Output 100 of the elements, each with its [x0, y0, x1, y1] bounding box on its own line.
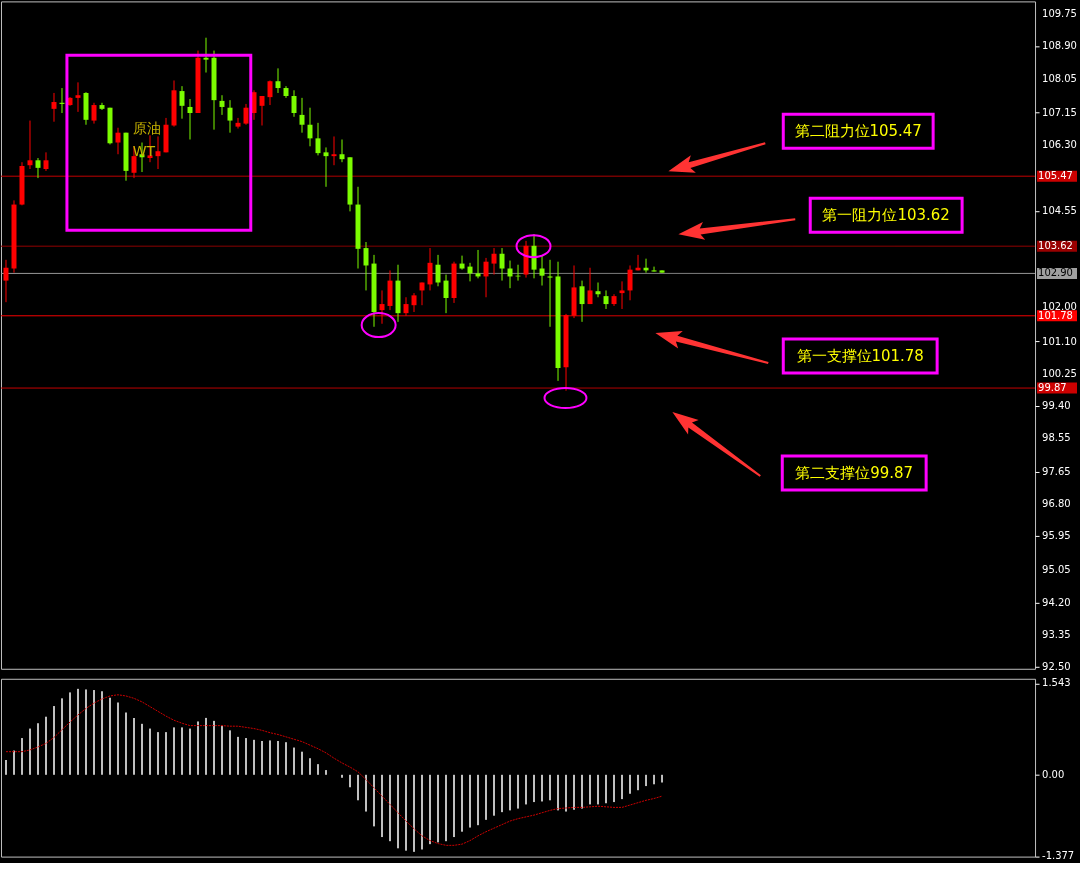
candlestick [3, 259, 9, 303]
bar [549, 774, 552, 801]
bar [517, 774, 520, 809]
bar [629, 774, 632, 794]
bar [365, 774, 368, 812]
bar [85, 689, 87, 775]
bar [261, 741, 264, 775]
candlestick [75, 81, 81, 113]
bar [253, 739, 256, 775]
bar [445, 774, 448, 842]
candlestick [291, 89, 297, 118]
y-tick-label: 99.40 [1042, 399, 1071, 411]
bar [53, 706, 55, 775]
bar [157, 732, 159, 775]
bar [61, 698, 63, 775]
candlestick [323, 146, 329, 188]
candlestick [499, 247, 505, 282]
candlestick [443, 274, 449, 314]
y-tick-label: 96.80 [1042, 498, 1071, 510]
candlestick [475, 249, 481, 279]
bar [469, 774, 472, 828]
candlestick [227, 99, 233, 134]
candlestick [651, 266, 657, 273]
ref-line-label: 102.90 [1038, 267, 1073, 279]
candlestick [539, 255, 545, 287]
bar [501, 774, 504, 813]
candlestick [459, 255, 465, 271]
candlestick [307, 107, 313, 147]
candlestick [491, 247, 497, 276]
candlestick [259, 95, 265, 126]
bar [301, 751, 304, 775]
candlestick [595, 282, 601, 298]
bar [141, 723, 143, 775]
candlestick [587, 267, 593, 305]
bar [509, 774, 512, 811]
candlestick [411, 292, 417, 313]
bar [589, 774, 592, 805]
ref-line-label: 103.62 [1038, 240, 1073, 252]
candlestick [339, 138, 345, 163]
bar [653, 774, 656, 785]
bar [557, 774, 560, 811]
bar [493, 774, 496, 816]
bar [165, 732, 167, 775]
bar [573, 774, 576, 810]
candlestick [43, 151, 49, 172]
candlestick [203, 37, 209, 74]
candlestick [251, 89, 257, 121]
bar [437, 774, 440, 843]
y-tick-label: 108.90 [1042, 40, 1077, 52]
bar [341, 774, 344, 778]
bar [101, 691, 103, 775]
bar [461, 774, 464, 832]
y-tick-label: 95.05 [1042, 564, 1071, 576]
bar [645, 774, 648, 787]
bar [189, 728, 191, 775]
bar [37, 723, 39, 775]
candlestick [315, 122, 321, 156]
y-tick-label: 0.00 [1042, 768, 1065, 780]
bar [541, 774, 544, 802]
y-tick-label: 108.05 [1042, 72, 1077, 84]
candlestick [547, 259, 553, 328]
ref-line-label: 105.47 [1038, 170, 1073, 182]
y-tick-label: 94.20 [1042, 596, 1071, 608]
candlestick [331, 135, 337, 166]
bar [317, 764, 320, 775]
bar [245, 738, 248, 775]
bar [45, 716, 47, 775]
annotation: 第二支撑位99.87 [795, 463, 914, 482]
candlestick [275, 67, 281, 94]
candlestick [435, 254, 441, 287]
y-tick-label: 92.50 [1042, 660, 1071, 672]
annotation: 第一支撑位101.78 [796, 347, 924, 366]
candlestick [603, 289, 609, 310]
bar [93, 690, 95, 775]
bar [269, 740, 272, 775]
candlestick [427, 247, 433, 291]
candlestick [579, 280, 585, 323]
y-tick-label: 93.35 [1042, 628, 1071, 640]
candlestick [483, 257, 489, 298]
annotation: 第一阻力位103.62 [822, 206, 950, 225]
y-tick-label: 100.25 [1042, 367, 1077, 379]
bar [477, 774, 480, 826]
bar [325, 770, 328, 775]
bar [453, 774, 456, 838]
bar [133, 717, 135, 775]
candlestick [179, 85, 185, 120]
y-tick-label: 1.543 [1042, 677, 1071, 689]
bar [293, 747, 296, 775]
bar [77, 688, 79, 775]
bar [525, 774, 528, 805]
bar [661, 774, 664, 783]
bar [149, 728, 151, 775]
bar [277, 741, 280, 775]
bar [533, 774, 536, 803]
ref-line-label: 99.87 [1038, 382, 1067, 394]
bar [285, 742, 288, 775]
candlestick [363, 241, 369, 291]
candlestick [219, 94, 225, 116]
bar [181, 727, 183, 775]
y-tick-label: 107.15 [1042, 106, 1077, 118]
